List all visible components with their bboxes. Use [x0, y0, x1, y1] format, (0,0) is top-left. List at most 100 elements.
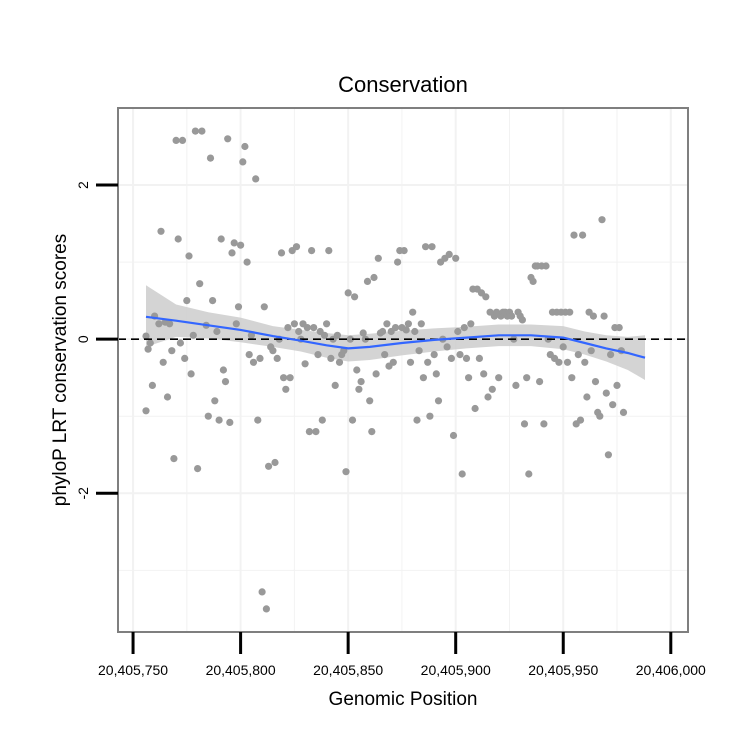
- data-point: [239, 158, 247, 166]
- data-point: [142, 407, 150, 415]
- data-point: [209, 297, 217, 305]
- data-point: [351, 293, 359, 301]
- data-point: [467, 320, 475, 328]
- data-point: [305, 428, 313, 436]
- data-point: [170, 455, 178, 463]
- data-point: [318, 416, 326, 424]
- data-point: [183, 297, 191, 305]
- data-point: [159, 358, 167, 366]
- data-point: [211, 397, 219, 405]
- data-point: [273, 354, 281, 362]
- data-point: [454, 327, 462, 336]
- data-point: [394, 258, 402, 266]
- data-point: [452, 254, 460, 262]
- data-point: [213, 327, 221, 336]
- data-point: [591, 378, 600, 386]
- data-point: [607, 351, 615, 359]
- smooth-curve: [145, 315, 646, 359]
- data-point: [363, 277, 372, 285]
- data-point: [232, 320, 240, 328]
- data-point: [419, 374, 427, 382]
- data-point: [237, 241, 245, 249]
- data-point: [447, 354, 455, 362]
- data-point: [583, 393, 591, 401]
- data-point: [320, 331, 329, 339]
- data-point: [312, 428, 320, 436]
- data-point: [198, 127, 206, 135]
- data-point: [443, 343, 451, 351]
- y-axis-label: phyloP LRT conservation scores: [50, 234, 71, 507]
- data-point: [247, 331, 255, 339]
- data-point: [142, 332, 150, 340]
- data-point: [219, 366, 227, 374]
- data-point: [282, 385, 290, 393]
- data-point: [366, 397, 374, 405]
- data-point: [449, 431, 458, 440]
- data-point: [570, 231, 578, 239]
- data-point: [185, 252, 193, 260]
- data-point: [413, 416, 421, 424]
- data-point: [566, 308, 574, 316]
- data-point: [370, 273, 378, 282]
- data-point: [525, 470, 533, 478]
- data-point: [402, 326, 410, 334]
- data-point: [262, 605, 270, 613]
- data-point: [292, 243, 301, 251]
- data-point: [540, 420, 548, 428]
- data-point: [224, 135, 232, 143]
- data-point: [228, 249, 236, 257]
- data-point: [327, 354, 335, 362]
- confidence-ribbon: [146, 285, 645, 380]
- data-point: [230, 239, 238, 247]
- data-point: [310, 324, 318, 332]
- data-point: [600, 312, 608, 320]
- x-tick-label: 20,405,850: [313, 662, 383, 678]
- data-point: [181, 354, 189, 362]
- y-tick-label: -2: [75, 487, 91, 500]
- data-point: [482, 293, 490, 301]
- data-point: [411, 327, 419, 336]
- data-point: [596, 412, 604, 420]
- data-point: [512, 381, 520, 389]
- data-point: [157, 227, 165, 235]
- data-point: [465, 374, 473, 382]
- data-point: [604, 451, 613, 459]
- data-point: [456, 351, 464, 359]
- data-point: [518, 316, 527, 324]
- data-point: [269, 347, 277, 355]
- data-point: [381, 351, 389, 359]
- confidence-band: [146, 285, 645, 380]
- data-point: [241, 142, 249, 151]
- data-point: [163, 393, 172, 401]
- data-point: [462, 354, 471, 362]
- data-point: [559, 343, 567, 351]
- data-point: [174, 235, 182, 243]
- data-point: [587, 347, 595, 355]
- y-axis: -2 0 2: [75, 181, 118, 500]
- panel-border: [117, 107, 689, 633]
- data-point: [383, 320, 391, 328]
- data-point: [344, 289, 352, 297]
- data-point: [301, 360, 309, 368]
- data-point: [445, 250, 453, 258]
- data-point: [245, 351, 253, 359]
- data-point: [417, 320, 425, 328]
- data-point: [348, 416, 357, 424]
- data-point: [286, 374, 294, 382]
- data-point: [480, 370, 488, 378]
- data-point: [148, 381, 156, 389]
- data-point: [574, 351, 582, 359]
- data-point: [325, 247, 333, 255]
- data-point: [568, 374, 576, 382]
- data-point: [166, 320, 174, 328]
- loess-smooth-line: [145, 315, 646, 359]
- data-point: [226, 418, 234, 426]
- data-point: [471, 404, 479, 413]
- data-point: [579, 231, 587, 239]
- data-point: [576, 416, 585, 424]
- data-point: [221, 378, 230, 386]
- data-point: [589, 312, 598, 320]
- data-point: [426, 412, 434, 420]
- data-point: [391, 324, 400, 332]
